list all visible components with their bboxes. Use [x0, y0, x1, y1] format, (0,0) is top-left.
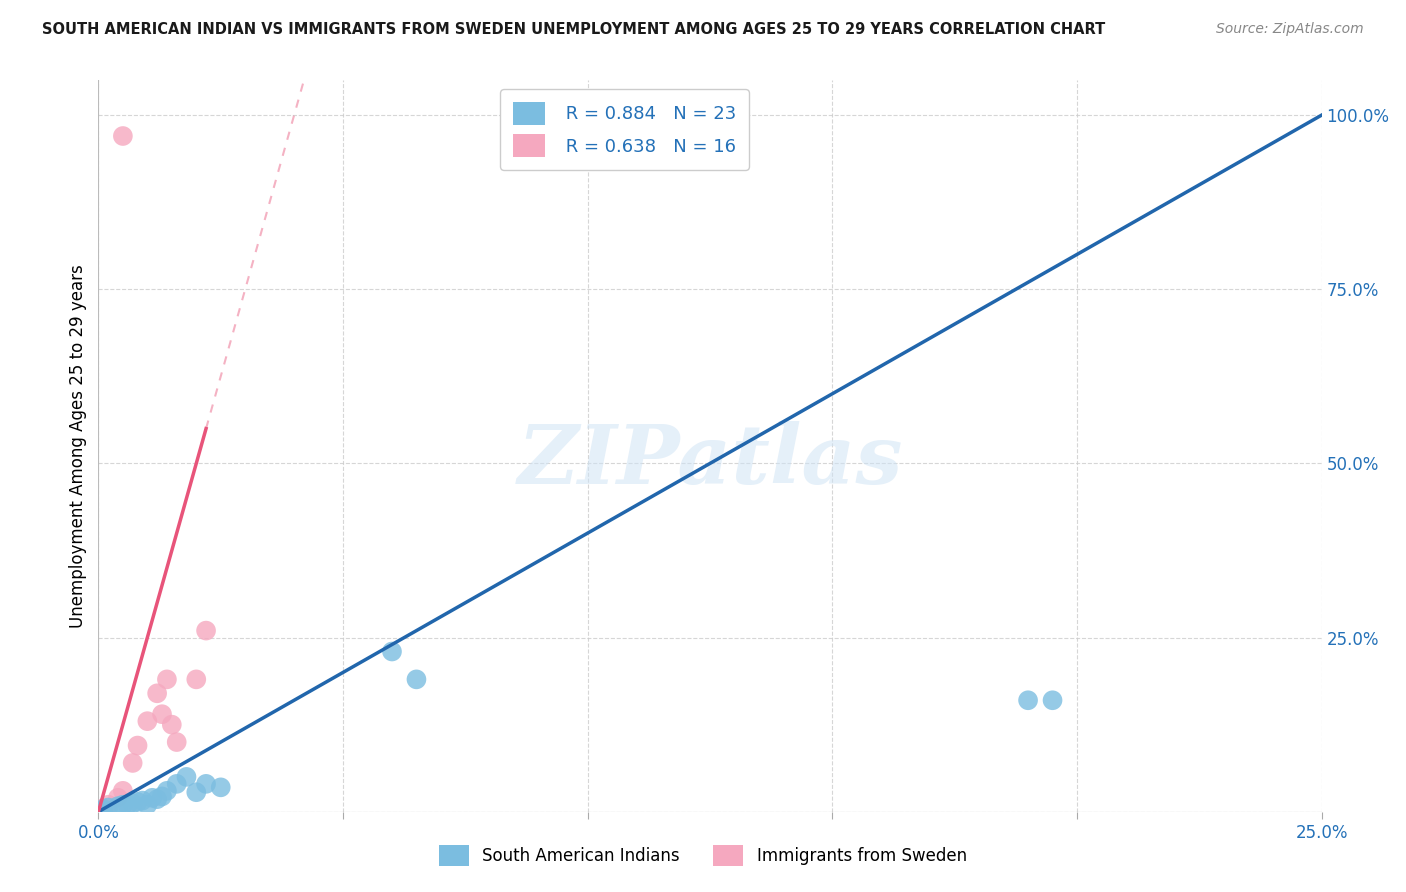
Point [97, 797, 120, 812]
Text: ZIPatlas: ZIPatlas [517, 421, 903, 500]
Point [111, 128, 134, 143]
Point [136, 714, 159, 728]
Point [111, 784, 134, 798]
Point [107, 790, 129, 805]
Point [176, 770, 198, 784]
Point [186, 673, 208, 687]
Point [405, 673, 427, 687]
Text: Source: ZipAtlas.com: Source: ZipAtlas.com [1216, 22, 1364, 37]
Point [121, 756, 143, 770]
Point [146, 792, 169, 806]
Point [156, 673, 179, 687]
Point [186, 785, 208, 799]
Point [156, 784, 179, 798]
Legend: South American Indians, Immigrants from Sweden: South American Indians, Immigrants from … [430, 837, 976, 875]
Point [195, 624, 218, 638]
Point [91, 803, 114, 817]
Point [381, 644, 404, 658]
Point [127, 795, 149, 809]
Point [1017, 693, 1039, 707]
Point [121, 797, 143, 811]
Point [209, 780, 232, 795]
Text: SOUTH AMERICAN INDIAN VS IMMIGRANTS FROM SWEDEN UNEMPLOYMENT AMONG AGES 25 TO 29: SOUTH AMERICAN INDIAN VS IMMIGRANTS FROM… [42, 22, 1105, 37]
Point [146, 686, 169, 700]
Point [111, 797, 134, 812]
Point [150, 789, 173, 804]
Y-axis label: Unemployment Among Ages 25 to 29 years: Unemployment Among Ages 25 to 29 years [69, 264, 87, 628]
Point [91, 803, 114, 817]
Point [160, 717, 183, 731]
Point [166, 735, 188, 749]
Point [127, 739, 149, 753]
Point [136, 797, 159, 812]
Point [195, 777, 218, 791]
Point [117, 797, 139, 812]
Point [141, 790, 163, 805]
Point [1042, 693, 1064, 707]
Point [97, 800, 120, 814]
Legend:  R = 0.884   N = 23,  R = 0.638   N = 16: R = 0.884 N = 23, R = 0.638 N = 16 [501, 89, 748, 170]
Point [107, 799, 129, 814]
Point [131, 794, 153, 808]
Point [91, 801, 114, 815]
Point [166, 777, 188, 791]
Point [91, 802, 114, 816]
Point [150, 707, 173, 722]
